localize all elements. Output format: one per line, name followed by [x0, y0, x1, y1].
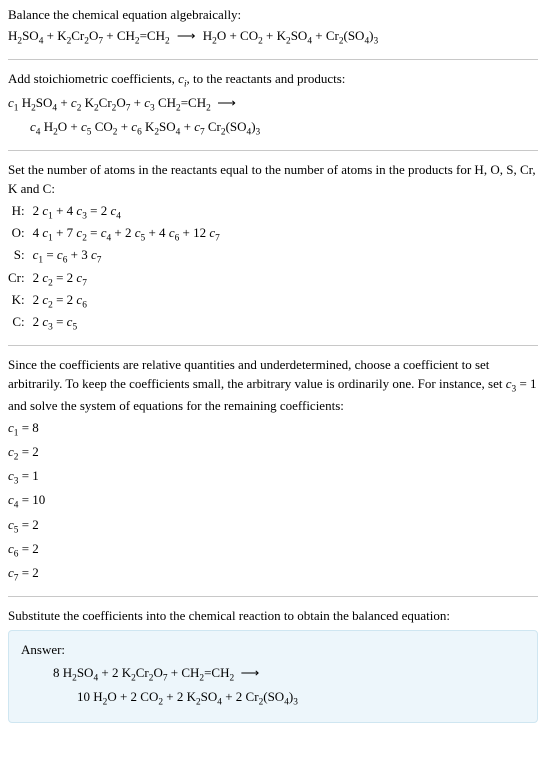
answer-line1: 8 H2SO4 + 2 K2Cr2O7 + CH2=CH2 ⟶ — [21, 664, 525, 686]
eq-row-k: K: 2 c2 = 2 c6 — [8, 291, 220, 313]
answer-label: Answer: — [21, 641, 525, 660]
coef-c3: c3 = 1 — [8, 467, 538, 489]
section-atom-balance: Set the number of atoms in the reactants… — [8, 161, 538, 335]
eq-row-h: H: 2 c1 + 4 c3 = 2 c4 — [8, 202, 220, 224]
atom-equations: H: 2 c1 + 4 c3 = 2 c4 O: 4 c1 + 7 c2 = c… — [8, 202, 220, 335]
elem-label: O: — [8, 224, 33, 246]
eq-c: 2 c3 = c5 — [33, 313, 220, 335]
eq-cr: 2 c2 = 2 c7 — [33, 269, 220, 291]
section2-line1: c1 H2SO4 + c2 K2Cr2O7 + c3 CH2=CH2 ⟶ — [8, 94, 538, 116]
divider — [8, 596, 538, 597]
section-solve: Since the coefficients are relative quan… — [8, 356, 538, 586]
elem-label: K: — [8, 291, 33, 313]
coefficient-list: c1 = 8 c2 = 2 c3 = 1 c4 = 10 c5 = 2 c6 =… — [8, 419, 538, 586]
section3-title: Set the number of atoms in the reactants… — [8, 161, 538, 199]
elem-label: C: — [8, 313, 33, 335]
eq-h: 2 c1 + 4 c3 = 2 c4 — [33, 202, 220, 224]
eq-row-c: C: 2 c3 = c5 — [8, 313, 220, 335]
eq-row-s: S: c1 = c6 + 3 c7 — [8, 246, 220, 268]
section2-title: Add stoichiometric coefficients, ci, to … — [8, 70, 538, 92]
reaction-lhs: H2SO4 + K2Cr2O7 + CH2=CH2 — [8, 28, 170, 43]
answer-box: Answer: 8 H2SO4 + 2 K2Cr2O7 + CH2=CH2 ⟶ … — [8, 630, 538, 723]
eq-o: 4 c1 + 7 c2 = c4 + 2 c5 + 4 c6 + 12 c7 — [33, 224, 220, 246]
answer-line2: 10 H2O + 2 CO2 + 2 K2SO4 + 2 Cr2(SO4)3 — [21, 688, 525, 710]
elem-label: H: — [8, 202, 33, 224]
elem-label: S: — [8, 246, 33, 268]
section2-line2: c4 H2O + c5 CO2 + c6 K2SO4 + c7 Cr2(SO4)… — [8, 118, 538, 140]
eq-s: c1 = c6 + 3 c7 — [33, 246, 220, 268]
elem-label: Cr: — [8, 269, 33, 291]
section1-title: Balance the chemical equation algebraica… — [8, 6, 538, 25]
reaction-rhs: H2O + CO2 + K2SO4 + Cr2(SO4)3 — [203, 28, 378, 43]
eq-row-cr: Cr: 2 c2 = 2 c7 — [8, 269, 220, 291]
coef-c7: c7 = 2 — [8, 564, 538, 586]
section-add-coeffs: Add stoichiometric coefficients, ci, to … — [8, 70, 538, 140]
coef-c2: c2 = 2 — [8, 443, 538, 465]
reaction-arrow: ⟶ — [173, 28, 200, 43]
coef-c5: c5 = 2 — [8, 516, 538, 538]
eq-k: 2 c2 = 2 c6 — [33, 291, 220, 313]
section-balance: Balance the chemical equation algebraica… — [8, 6, 538, 49]
divider — [8, 59, 538, 60]
section2-title-b: , to the reactants and products: — [187, 71, 346, 86]
coef-c1: c1 = 8 — [8, 419, 538, 441]
section2-title-a: Add stoichiometric coefficients, — [8, 71, 178, 86]
section1-reaction: H2SO4 + K2Cr2O7 + CH2=CH2 ⟶ H2O + CO2 + … — [8, 27, 538, 49]
section4-title: Since the coefficients are relative quan… — [8, 356, 538, 416]
divider — [8, 150, 538, 151]
section-substitute: Substitute the coefficients into the che… — [8, 607, 538, 626]
eq-row-o: O: 4 c1 + 7 c2 = c4 + 2 c5 + 4 c6 + 12 c… — [8, 224, 220, 246]
coef-c4: c4 = 10 — [8, 491, 538, 513]
section5-title: Substitute the coefficients into the che… — [8, 607, 538, 626]
ci-symbol: ci — [178, 71, 186, 86]
divider — [8, 345, 538, 346]
coef-c6: c6 = 2 — [8, 540, 538, 562]
